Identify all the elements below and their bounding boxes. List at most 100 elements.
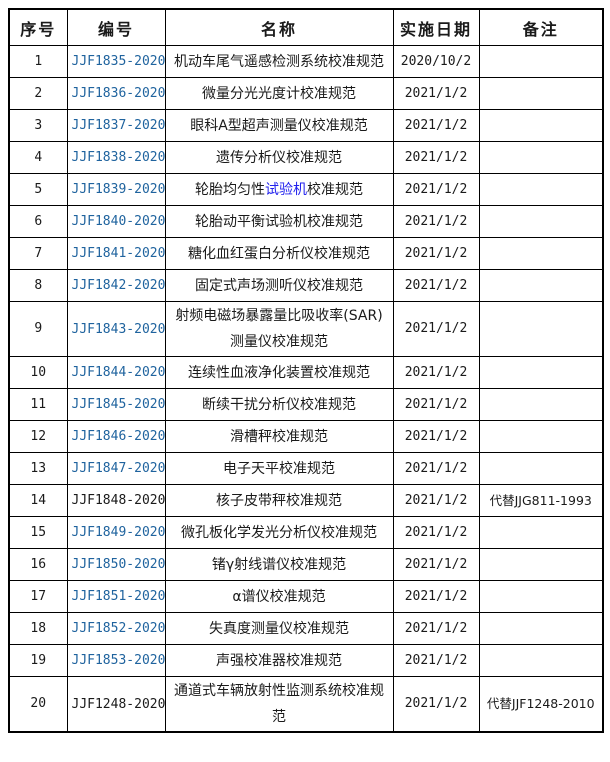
code-link[interactable]: JJF1846-2020 (71, 429, 165, 444)
code-cell: JJF1842-2020 (66, 269, 166, 302)
row-number-cell: 6 (8, 205, 68, 238)
remark-cell (478, 548, 604, 581)
code-link[interactable]: JJF1847-2020 (71, 461, 165, 476)
name-text: 机动车尾气遥感检测系统校准规范 (174, 53, 384, 70)
name-cell: 核子皮带秤校准规范 (164, 484, 394, 517)
date-cell: 2021/1/2 (392, 548, 480, 581)
table-row: 8 JJF1842-2020 固定式声场测听仪校准规范 2021/1/2 (8, 269, 604, 302)
code-cell: JJF1838-2020 (66, 141, 166, 174)
code-link[interactable]: JJF1837-2020 (71, 118, 165, 133)
remark-cell (478, 45, 604, 78)
remark-cell (478, 580, 604, 613)
name-inline-link[interactable]: 试验机 (265, 181, 307, 198)
name-text: 电子天平校准规范 (223, 460, 335, 477)
code-link[interactable]: JJF1852-2020 (71, 621, 165, 636)
row-number-cell: 19 (8, 644, 68, 677)
code-link[interactable]: JJF1836-2020 (71, 86, 165, 101)
table-row: 7 JJF1841-2020 糖化血红蛋白分析仪校准规范 2021/1/2 (8, 237, 604, 270)
code-link[interactable]: JJF1839-2020 (71, 182, 165, 197)
name-text: 失真度测量仪校准规范 (209, 620, 349, 637)
table-row: 15 JJF1849-2020 微孔板化学发光分析仪校准规范 2021/1/2 (8, 516, 604, 549)
row-number-cell: 13 (8, 452, 68, 485)
code-cell: JJF1844-2020 (66, 356, 166, 389)
code-text: JJF1848-2020 (71, 493, 165, 508)
row-number-cell: 15 (8, 516, 68, 549)
remark-cell (478, 516, 604, 549)
table-header-row: 序号 编号 名称 实施日期 备注 (8, 8, 604, 46)
code-link[interactable]: JJF1853-2020 (71, 653, 165, 668)
name-cell: 机动车尾气遥感检测系统校准规范 (164, 45, 394, 78)
table-row: 18 JJF1852-2020 失真度测量仪校准规范 2021/1/2 (8, 612, 604, 645)
table-row: 14 JJF1848-2020 核子皮带秤校准规范 2021/1/2 代替JJG811-… (8, 484, 604, 517)
code-cell: JJF1845-2020 (66, 388, 166, 421)
row-number-cell: 2 (8, 77, 68, 110)
code-link[interactable]: JJF1841-2020 (71, 246, 165, 261)
remark-cell (478, 388, 604, 421)
row-number-cell: 9 (8, 301, 68, 357)
remark-cell (478, 356, 604, 389)
date-cell: 2021/1/2 (392, 420, 480, 453)
remark-cell (478, 269, 604, 302)
name-cell: 断续干扰分析仪校准规范 (164, 388, 394, 421)
code-link[interactable]: JJF1840-2020 (71, 214, 165, 229)
code-link[interactable]: JJF1835-2020 (71, 54, 165, 69)
name-text: 射频电磁场暴露量比吸收率(SAR)测量仪校准规范 (175, 308, 383, 350)
code-link[interactable]: JJF1845-2020 (71, 397, 165, 412)
date-cell: 2021/1/2 (392, 580, 480, 613)
name-cell: 声强校准器校准规范 (164, 644, 394, 677)
name-cell: 糖化血红蛋白分析仪校准规范 (164, 237, 394, 270)
code-link[interactable]: JJF1838-2020 (71, 150, 165, 165)
remark-cell: 代替JJF1248-2010 (478, 676, 604, 733)
code-cell: JJF1248-2020 (66, 676, 166, 733)
date-cell: 2021/1/2 (392, 77, 480, 110)
remark-cell (478, 301, 604, 357)
code-link[interactable]: JJF1849-2020 (71, 525, 165, 540)
table-row: 10 JJF1844-2020 连续性血液净化装置校准规范 2021/1/2 (8, 356, 604, 389)
name-cell: 眼科A型超声测量仪校准规范 (164, 109, 394, 142)
remark-cell (478, 452, 604, 485)
row-number-cell: 17 (8, 580, 68, 613)
row-number-cell: 14 (8, 484, 68, 517)
code-cell: JJF1843-2020 (66, 301, 166, 357)
row-number-cell: 8 (8, 269, 68, 302)
table-row: 3 JJF1837-2020 眼科A型超声测量仪校准规范 2021/1/2 (8, 109, 604, 142)
table-row: 11 JJF1845-2020 断续干扰分析仪校准规范 2021/1/2 (8, 388, 604, 421)
name-cell: 轮胎均匀性试验机校准规范 (164, 173, 394, 206)
table-row: 9 JJF1843-2020 射频电磁场暴露量比吸收率(SAR)测量仪校准规范 202… (8, 301, 604, 357)
row-number-cell: 16 (8, 548, 68, 581)
code-cell: JJF1836-2020 (66, 77, 166, 110)
remark-cell (478, 77, 604, 110)
code-link[interactable]: JJF1842-2020 (71, 278, 165, 293)
table-row: 13 JJF1847-2020 电子天平校准规范 2021/1/2 (8, 452, 604, 485)
name-cell: 滑槽秤校准规范 (164, 420, 394, 453)
remark-cell (478, 109, 604, 142)
code-link[interactable]: JJF1850-2020 (71, 557, 165, 572)
name-cell: 射频电磁场暴露量比吸收率(SAR)测量仪校准规范 (164, 301, 394, 357)
name-text: 眼科A型超声测量仪校准规范 (190, 117, 368, 134)
name-cell: 失真度测量仪校准规范 (164, 612, 394, 645)
date-cell: 2021/1/2 (392, 301, 480, 357)
row-number-cell: 12 (8, 420, 68, 453)
row-number-cell: 7 (8, 237, 68, 270)
date-cell: 2021/1/2 (392, 612, 480, 645)
code-cell: JJF1839-2020 (66, 173, 166, 206)
code-link[interactable]: JJF1851-2020 (71, 589, 165, 604)
code-cell: JJF1846-2020 (66, 420, 166, 453)
code-link[interactable]: JJF1843-2020 (71, 321, 165, 337)
name-text: 锗γ射线谱仪校准规范 (211, 556, 347, 573)
name-text: 微量分光光度计校准规范 (202, 85, 356, 102)
column-header-remark: 备注 (478, 8, 604, 46)
name-cell: 锗γ射线谱仪校准规范 (164, 548, 394, 581)
name-cell: 通道式车辆放射性监测系统校准规范 (164, 676, 394, 733)
date-cell: 2021/1/2 (392, 205, 480, 238)
code-cell: JJF1851-2020 (66, 580, 166, 613)
date-cell: 2021/1/2 (392, 484, 480, 517)
name-text: 通道式车辆放射性监测系统校准规范 (174, 683, 384, 725)
name-text: 连续性血液净化装置校准规范 (188, 364, 370, 381)
remark-cell (478, 205, 604, 238)
code-link[interactable]: JJF1844-2020 (71, 365, 165, 380)
name-cell: 遗传分析仪校准规范 (164, 141, 394, 174)
remark-cell (478, 612, 604, 645)
date-cell: 2021/1/2 (392, 388, 480, 421)
table-row: 2 JJF1836-2020 微量分光光度计校准规范 2021/1/2 (8, 77, 604, 110)
